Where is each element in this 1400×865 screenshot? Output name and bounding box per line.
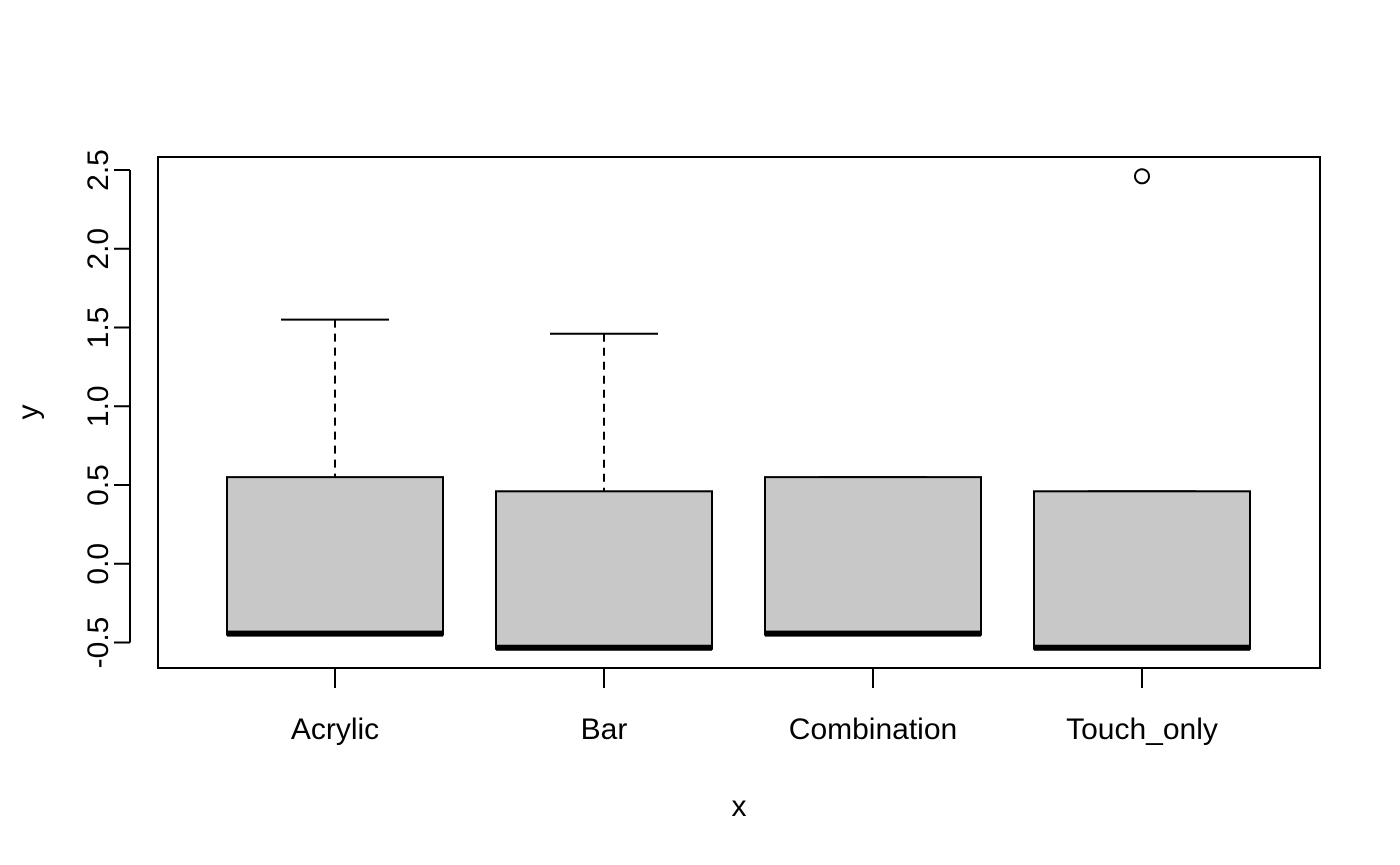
box: [1033, 490, 1251, 650]
box-group: [226, 318, 444, 637]
x-axis-title: x: [732, 790, 747, 823]
x-tick-label: Bar: [581, 713, 628, 746]
box: [764, 476, 982, 636]
y-axis-title: y: [12, 405, 45, 420]
outlier-point: [1134, 168, 1150, 185]
x-tick-label: Combination: [789, 713, 957, 746]
boxes-layer: [226, 168, 1251, 651]
y-tick-label: 1.0: [82, 385, 115, 427]
y-tick-label: 0.0: [82, 543, 115, 585]
x-axis: Acrylic Bar Combination Touch_only: [291, 667, 1218, 746]
y-tick-label: 0.5: [82, 464, 115, 506]
y-axis: -0.5 0.0 0.5 1.0 1.5 2.0 2.5: [82, 149, 131, 669]
box: [226, 476, 444, 636]
y-tick-label: 2.5: [82, 149, 115, 191]
box-group: [495, 332, 713, 651]
y-tick-label: -0.5: [82, 617, 115, 669]
x-tick-label: Touch_only: [1066, 713, 1218, 746]
box-group: [1033, 168, 1251, 651]
box: [495, 490, 713, 650]
box-group: [764, 476, 982, 637]
y-tick-label: 2.0: [82, 228, 115, 270]
x-tick-label: Acrylic: [291, 713, 379, 746]
y-tick-label: 1.5: [82, 307, 115, 349]
